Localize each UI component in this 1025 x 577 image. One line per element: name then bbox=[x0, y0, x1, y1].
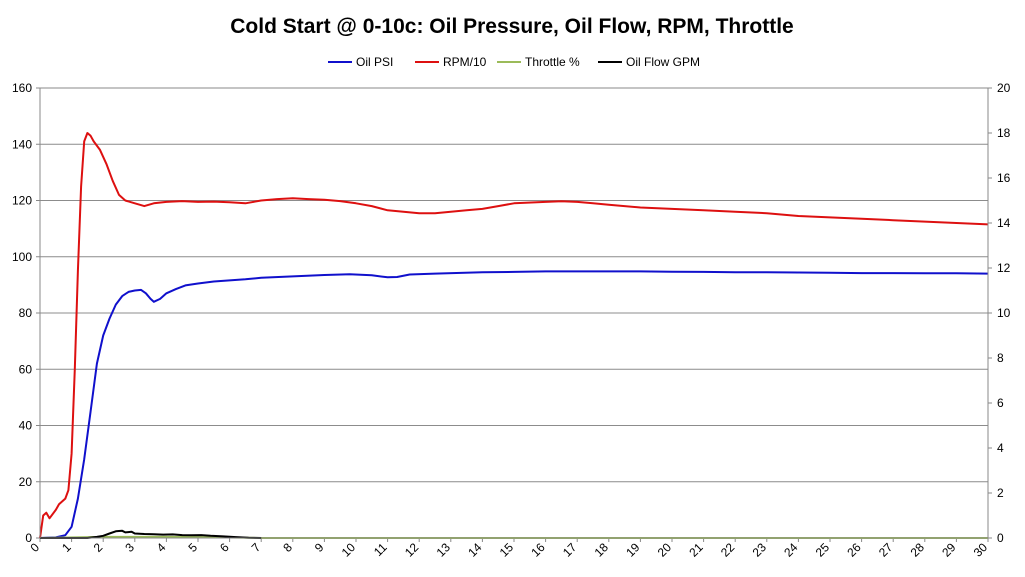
y-tick-label: 160 bbox=[12, 81, 32, 95]
chart-title: Cold Start @ 0-10c: Oil Pressure, Oil Fl… bbox=[230, 15, 793, 38]
x-axis: 0 1 2 3 4 5 6 7 8 9 10 11 12 13 14 15 16 17 18 19 20 21 22 23 24… bbox=[27, 538, 990, 560]
series-line-oil-psi bbox=[39, 270, 989, 539]
y-tick-label: 100 bbox=[12, 250, 32, 264]
y-tick-label: 80 bbox=[19, 306, 33, 320]
y-axis-left: 0 20 40 60 80 100 120 140 160 bbox=[12, 81, 40, 545]
legend-label-oil-psi: Oil PSI bbox=[356, 55, 393, 69]
y-tick-label: 60 bbox=[19, 362, 33, 376]
y2-tick-label: 0 bbox=[997, 531, 1004, 545]
y2-tick-label: 18 bbox=[997, 126, 1011, 140]
y2-tick-label: 14 bbox=[997, 216, 1011, 230]
legend: Oil PSI RPM/10 Throttle % Oil Flow GPM bbox=[328, 55, 700, 69]
plot-area bbox=[39, 87, 989, 539]
legend-label-rpm-10: RPM/10 bbox=[443, 55, 487, 69]
y2-tick-label: 20 bbox=[997, 81, 1011, 95]
legend-label-throttle: Throttle % bbox=[525, 55, 580, 69]
y-tick-label: 20 bbox=[19, 475, 33, 489]
y-axis-right: 0 2 4 6 8 10 12 14 16 18 20 bbox=[988, 81, 1011, 545]
y2-tick-label: 6 bbox=[997, 396, 1004, 410]
y-tick-label: 120 bbox=[12, 194, 32, 208]
y-tick-label: 140 bbox=[12, 137, 32, 151]
series-line-rpm-10 bbox=[39, 132, 989, 539]
y2-tick-label: 4 bbox=[997, 441, 1004, 455]
legend-label-oil-flow-gpm: Oil Flow GPM bbox=[626, 55, 700, 69]
y2-tick-label: 8 bbox=[997, 351, 1004, 365]
y-tick-label: 0 bbox=[25, 531, 32, 545]
y2-tick-label: 10 bbox=[997, 306, 1011, 320]
y-tick-label: 40 bbox=[19, 419, 33, 433]
y2-tick-label: 12 bbox=[997, 261, 1011, 275]
y2-tick-label: 16 bbox=[997, 171, 1011, 185]
series-line-oil-flow-gpm bbox=[40, 529, 262, 539]
y2-tick-label: 2 bbox=[997, 486, 1004, 500]
